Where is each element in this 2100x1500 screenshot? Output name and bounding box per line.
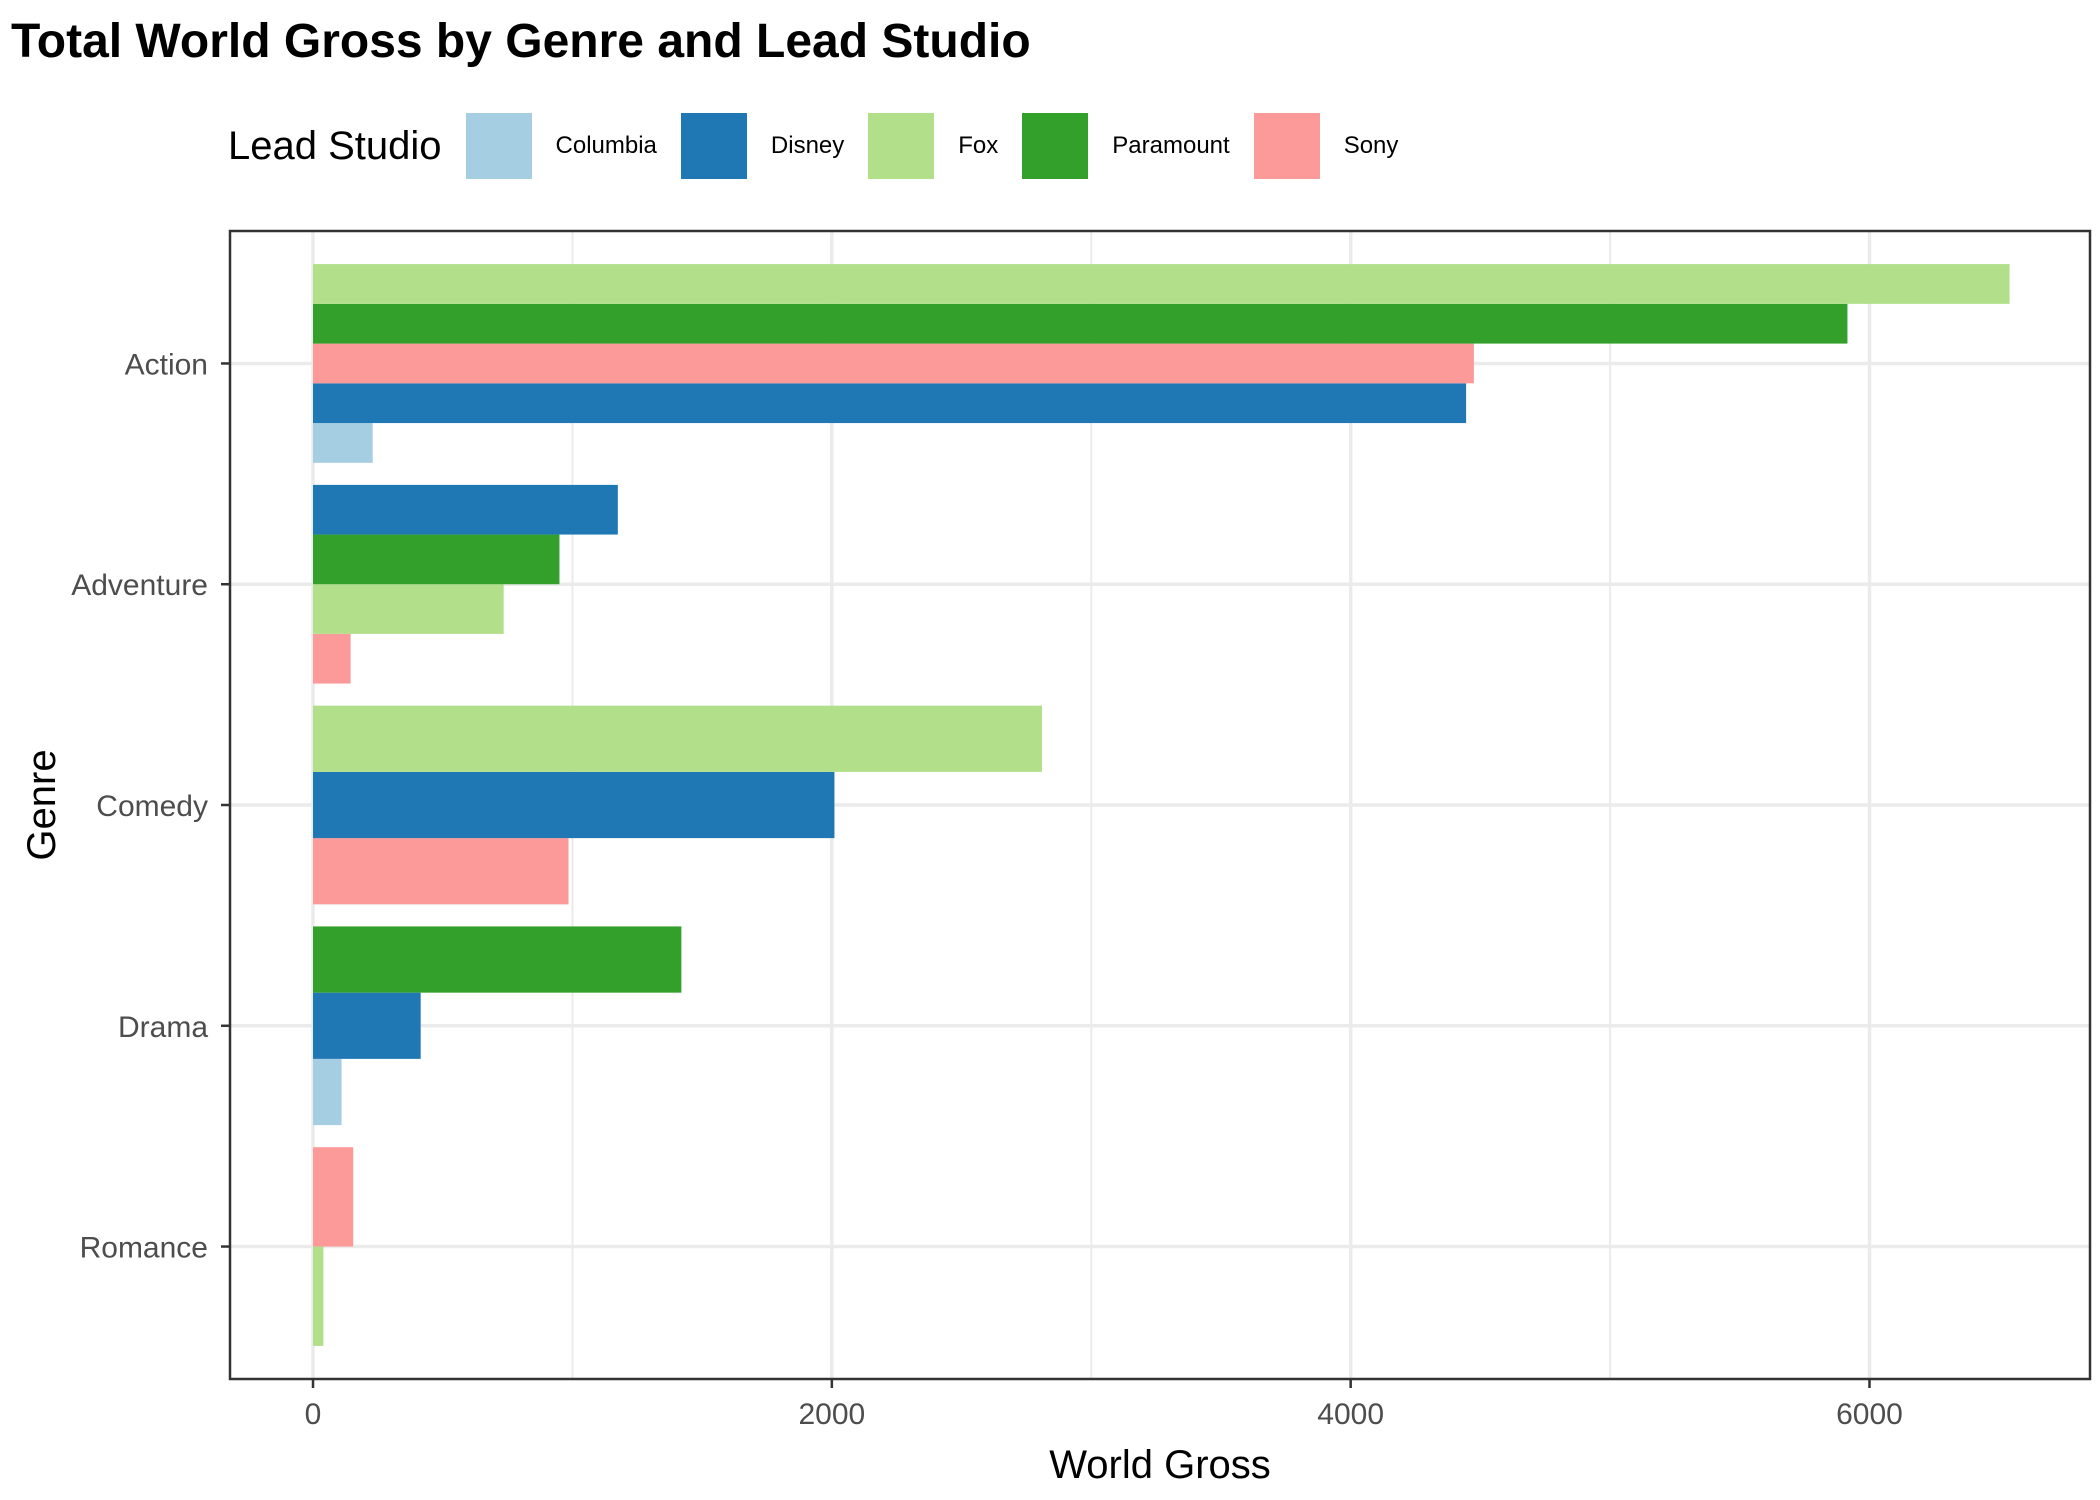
legend-label-fox: Fox [958, 132, 999, 159]
bar-action-paramount [313, 303, 1848, 344]
x-tick-label: 2000 [798, 1398, 865, 1431]
bar-romance-sony [313, 1147, 354, 1247]
legend-key-fox [868, 113, 935, 179]
legend-item-fox: Fox [868, 113, 998, 179]
bar-drama-disney [313, 992, 421, 1059]
bar-adventure-disney [313, 484, 618, 535]
axes: Action Adventure Comedy Drama Romance 0 2000 40… [71, 348, 1903, 1431]
legend: Lead Studio Columbia Disney Fox Paramoun… [228, 112, 1422, 180]
bar-action-fox [313, 264, 2010, 304]
legend-item-paramount: Paramount [1022, 113, 1230, 179]
legend-key-sony [1253, 113, 1320, 179]
y-tick-label: Drama [118, 1011, 208, 1044]
legend-label-disney: Disney [770, 132, 845, 159]
legend-title: Lead Studio [228, 123, 442, 168]
bar-adventure-sony [313, 633, 351, 684]
y-axis-title: Genre [20, 749, 64, 860]
legend-key-disney [680, 113, 747, 179]
bar-action-sony [313, 343, 1474, 384]
bar-comedy-sony [313, 838, 569, 905]
legend-key-columbia [465, 113, 532, 179]
bar-comedy-fox [313, 705, 1042, 772]
bar-drama-columbia [313, 1058, 342, 1126]
legend-label-columbia: Columbia [555, 132, 657, 159]
bar-comedy-disney [313, 771, 835, 839]
y-tick-label: Romance [80, 1232, 208, 1265]
legend-item-disney: Disney [680, 113, 845, 179]
x-tick-label: 6000 [1836, 1398, 1903, 1431]
chart-title: Total World Gross by Genre and Lead Stud… [11, 15, 1031, 68]
legend-label-sony: Sony [1343, 132, 1399, 159]
x-tick-label: 0 [305, 1398, 322, 1431]
y-tick-label: Comedy [96, 790, 208, 823]
y-tick-label: Action [125, 348, 208, 381]
bar-adventure-paramount [313, 534, 560, 585]
legend-item-columbia: Columbia [465, 113, 657, 179]
bar-action-columbia [313, 423, 373, 463]
x-axis-title: World Gross [1049, 1443, 1271, 1487]
x-tick-label: 4000 [1317, 1398, 1384, 1431]
legend-label-paramount: Paramount [1112, 132, 1230, 159]
legend-key-paramount [1022, 113, 1089, 179]
bar-drama-paramount [313, 926, 682, 993]
bar-romance-fox [313, 1246, 324, 1346]
bar-action-disney [313, 383, 1467, 424]
bars [313, 264, 2010, 1346]
bar-adventure-fox [313, 584, 504, 634]
legend-item-sony: Sony [1253, 113, 1399, 179]
y-tick-label: Adventure [71, 569, 208, 602]
